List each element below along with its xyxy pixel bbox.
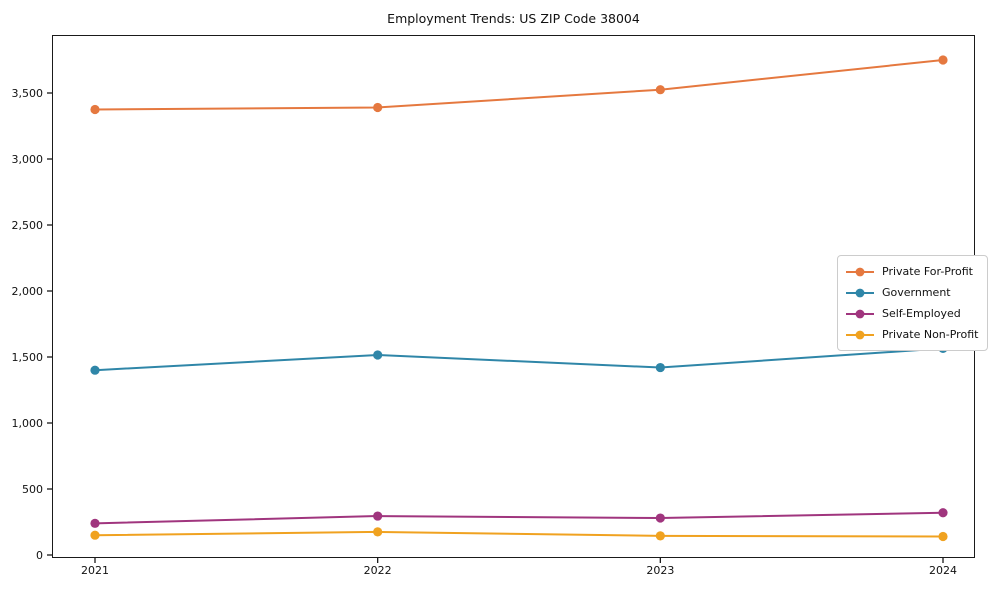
- y-axis-tick-label: 2,500: [11, 218, 44, 232]
- data-point-marker: [655, 513, 665, 523]
- series-line: [94, 511, 944, 525]
- legend-label: Private For-Profit: [882, 265, 973, 278]
- y-axis-tick-label: 3,500: [11, 86, 44, 100]
- data-point-marker: [655, 85, 665, 95]
- data-point-marker: [938, 55, 948, 65]
- legend-line-marker-icon: [846, 288, 874, 297]
- legend-line-marker-icon: [846, 309, 874, 318]
- y-axis-tick-label: 500: [22, 482, 43, 496]
- y-axis-tick-label: 2,000: [11, 284, 44, 298]
- legend: Private For-Profit Government Self-Employe…: [837, 255, 989, 351]
- legend-label: Self-Employed: [882, 307, 961, 320]
- series-line: [94, 530, 944, 538]
- x-axis-tick-label: 2022: [363, 564, 392, 577]
- legend-item: Private For-Profit: [845, 261, 978, 282]
- legend-item: Self-Employed: [845, 303, 978, 324]
- legend-line-marker-icon: [846, 267, 874, 276]
- y-axis-tick-label: 1,500: [11, 350, 44, 364]
- data-point-marker: [938, 531, 948, 542]
- x-axis-tick-label: 2021: [81, 564, 109, 577]
- y-axis-tick-label: 3,000: [11, 152, 44, 166]
- legend-item: Private Non-Profit: [845, 324, 978, 345]
- data-point-marker: [90, 104, 100, 115]
- data-point-marker: [90, 518, 100, 528]
- data-point-marker: [938, 508, 948, 518]
- legend-line-marker-icon: [846, 330, 874, 339]
- data-point-marker: [373, 527, 383, 537]
- x-axis-tick-label: 2024: [929, 564, 957, 577]
- data-point-marker: [373, 102, 383, 113]
- legend-label: Private Non-Profit: [882, 328, 979, 341]
- x-axis-tick-label: 2023: [646, 564, 675, 577]
- data-point-marker: [373, 511, 383, 521]
- series-line: [94, 347, 944, 372]
- series-line: [94, 59, 944, 111]
- data-point-marker: [90, 365, 100, 375]
- y-axis-tick-label: 1,000: [11, 416, 44, 430]
- chart-title: Employment Trends: US ZIP Code 38004: [387, 11, 640, 26]
- data-point-marker: [90, 530, 100, 540]
- legend-item: Government: [845, 282, 978, 303]
- data-point-marker: [373, 350, 383, 360]
- legend-label: Government: [882, 286, 951, 299]
- y-axis-tick-label: 0: [36, 548, 43, 562]
- data-point-marker: [655, 531, 665, 541]
- data-point-marker: [655, 362, 665, 373]
